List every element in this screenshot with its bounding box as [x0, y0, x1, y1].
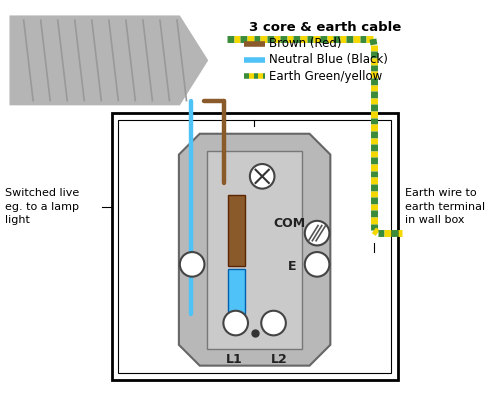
- Bar: [228, 269, 245, 314]
- Text: Earth wire to: Earth wire to: [405, 188, 477, 198]
- Bar: [207, 151, 302, 349]
- Text: E: E: [288, 260, 296, 273]
- Bar: [112, 113, 397, 380]
- Text: light: light: [5, 215, 30, 225]
- Polygon shape: [179, 134, 330, 366]
- Circle shape: [180, 252, 204, 277]
- Polygon shape: [9, 16, 208, 105]
- Circle shape: [223, 311, 248, 335]
- Text: L2: L2: [271, 352, 288, 366]
- Text: 3 core & earth cable: 3 core & earth cable: [249, 21, 401, 34]
- Bar: [228, 195, 245, 266]
- Text: Neutral Blue (Black): Neutral Blue (Black): [269, 54, 388, 66]
- Text: in wall box: in wall box: [405, 215, 465, 225]
- Circle shape: [305, 221, 329, 246]
- Bar: [119, 120, 391, 373]
- Circle shape: [250, 164, 274, 189]
- Text: Brown (Red): Brown (Red): [269, 37, 341, 50]
- Text: earth terminal: earth terminal: [405, 202, 485, 212]
- Text: Switched live: Switched live: [5, 188, 79, 198]
- Text: L1: L1: [225, 352, 242, 366]
- Text: Earth Green/yellow: Earth Green/yellow: [269, 70, 382, 82]
- Circle shape: [305, 252, 329, 277]
- Text: eg. to a lamp: eg. to a lamp: [5, 202, 79, 212]
- Circle shape: [261, 311, 286, 335]
- Text: COM: COM: [274, 217, 306, 230]
